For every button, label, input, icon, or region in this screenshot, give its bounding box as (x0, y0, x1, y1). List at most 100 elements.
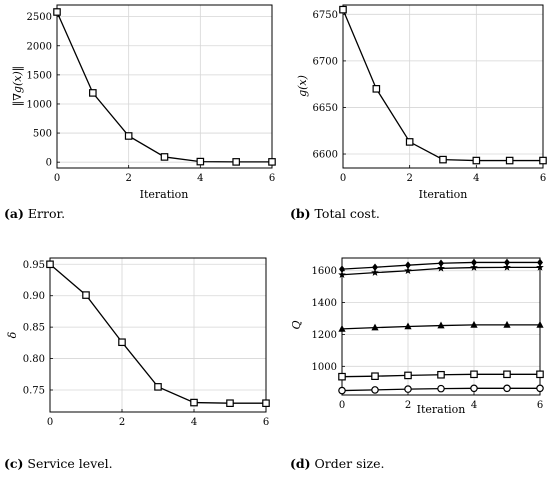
x-tick-label: 6 (540, 173, 546, 184)
y-tick-label: 0.95 (23, 260, 45, 271)
series-1 (53, 8, 276, 166)
x-axis-label: Iteration (417, 403, 466, 416)
data-point (437, 384, 445, 393)
x-tick-label: 2 (125, 173, 131, 184)
caption-text: Total cost. (311, 206, 380, 221)
data-point (404, 371, 412, 380)
x-tick-label: 0 (47, 417, 53, 428)
caption: (d) Order size. (290, 456, 385, 471)
y-tick-label: 1500 (27, 70, 52, 81)
data-point (503, 320, 511, 328)
panel-3: 0 2 4 6 0.75 0.80 0.85 0.90 0.95 δ (c) Service lev… (4, 257, 270, 471)
y-tick-label: 2500 (27, 12, 52, 23)
data-point (404, 385, 412, 393)
caption-text: Error. (24, 206, 65, 221)
series-4 (338, 370, 544, 381)
data-point (404, 266, 412, 274)
data-point (439, 155, 447, 164)
data-point (154, 383, 162, 391)
y-tick-label: 2000 (27, 41, 52, 52)
data-point (504, 258, 510, 267)
data-point (536, 370, 544, 379)
x-tick-label: 4 (191, 417, 197, 428)
x-axis-label: Iteration (140, 188, 189, 201)
data-point (537, 258, 543, 267)
data-point (372, 263, 378, 272)
data-point (371, 268, 379, 276)
data-point (160, 153, 169, 161)
data-point (268, 158, 276, 166)
caption-text: Order size. (311, 456, 385, 471)
series-5 (338, 384, 544, 395)
y-tick-label: 1000 (312, 362, 337, 373)
y-tick-label: 1600 (312, 266, 337, 277)
data-point (339, 5, 347, 14)
data-point (405, 261, 411, 269)
x-tick-label: 2 (405, 400, 411, 411)
series-2 (338, 263, 544, 278)
data-point (405, 138, 414, 146)
panel-1: 0 2 4 6 0 500 1000 1500 2000 2500 Iteration ‖∇g(x)‖… (4, 4, 276, 221)
data-point (438, 259, 444, 268)
series-1 (339, 258, 543, 273)
data-point (89, 89, 97, 97)
x-axis-label: Iteration (419, 188, 468, 201)
data-point (470, 320, 478, 328)
data-point (118, 338, 126, 347)
caption-tag: (d) (290, 456, 311, 471)
y-tick-label: 0.85 (23, 323, 45, 334)
caption-tag: (a) (4, 206, 24, 221)
x-tick-label: 4 (473, 173, 479, 184)
x-tick-label: 6 (263, 417, 269, 428)
data-point (539, 156, 547, 165)
series-3 (338, 320, 544, 332)
data-point (46, 260, 54, 269)
data-point (470, 263, 478, 271)
data-point (470, 370, 478, 379)
x-tick-label: 0 (339, 400, 345, 411)
data-point (196, 157, 205, 166)
y-tick-label: 0.80 (23, 354, 45, 365)
x-tick-label: 6 (537, 400, 543, 411)
y-axis-label: ‖∇g(x)‖ (11, 66, 25, 107)
plot-frame (56, 4, 273, 169)
data-point (404, 322, 412, 330)
data-point (338, 324, 346, 332)
y-tick-label: 6650 (313, 103, 338, 114)
data-point (470, 384, 478, 393)
data-point (226, 399, 234, 408)
plot-frame (49, 257, 267, 413)
data-point (338, 372, 346, 381)
data-point (371, 372, 379, 381)
series-line (56, 11, 272, 163)
y-axis-label: Q (290, 320, 303, 329)
x-tick-label: 6 (269, 173, 275, 184)
y-tick-label: 0 (46, 158, 52, 169)
data-point (53, 8, 61, 16)
series-1 (339, 5, 547, 165)
y-tick-label: 1400 (312, 298, 337, 309)
caption-tag: (b) (290, 206, 311, 221)
data-point (338, 386, 346, 395)
data-point (124, 132, 133, 140)
data-point (536, 320, 544, 328)
caption: (a) Error. (4, 206, 65, 221)
data-point (536, 263, 544, 271)
data-point (437, 370, 445, 379)
data-point (339, 265, 345, 273)
x-tick-label: 0 (54, 173, 60, 184)
caption-text: Service level. (23, 456, 112, 471)
plot-frame (342, 4, 544, 169)
data-point (536, 384, 544, 393)
data-point (338, 270, 346, 278)
x-tick-label: 0 (340, 173, 346, 184)
x-tick-label: 4 (471, 400, 477, 411)
data-point (505, 156, 514, 165)
x-tick-label: 4 (197, 173, 203, 184)
x-tick-label: 2 (119, 417, 125, 428)
data-point (371, 323, 379, 331)
y-tick-label: 0.75 (23, 386, 45, 397)
y-tick-label: 0.90 (23, 291, 45, 302)
data-point (262, 399, 270, 408)
